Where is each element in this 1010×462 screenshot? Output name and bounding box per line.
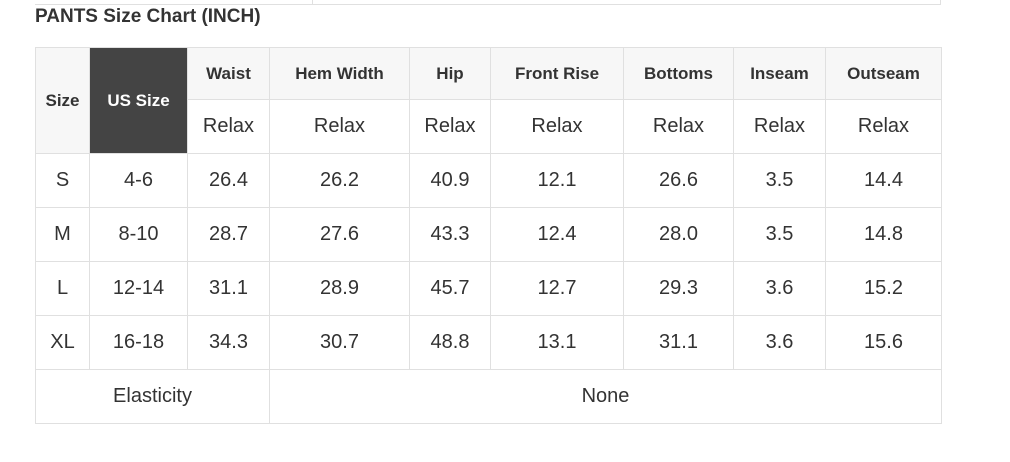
fit-cell: Relax [187,99,270,154]
value-cell: 28.9 [269,261,410,316]
fit-cell: Relax [269,99,410,154]
value-cell: 28.0 [623,207,734,262]
us-size-cell: 8-10 [89,207,188,262]
header-hem-width: Hem Width [269,47,410,100]
header-waist: Waist [187,47,270,100]
value-cell: 45.7 [409,261,491,316]
us-size-cell: 12-14 [89,261,188,316]
size-chart-table: Size US Size Waist Hem Width Hip Front R… [35,47,942,424]
header-inseam: Inseam [733,47,826,100]
value-cell: 26.6 [623,153,734,208]
value-cell: 31.1 [187,261,270,316]
value-cell: 13.1 [490,315,624,370]
table-row: M 8-10 28.7 27.6 43.3 12.4 28.0 3.5 14.8 [35,207,942,262]
value-cell: 43.3 [409,207,491,262]
header-front-rise: Front Rise [490,47,624,100]
header-bottoms: Bottoms [623,47,734,100]
value-cell: 29.3 [623,261,734,316]
value-cell: 28.7 [187,207,270,262]
header-outseam: Outseam [825,47,942,100]
previous-table-edge [35,0,941,5]
value-cell: 26.2 [269,153,410,208]
fit-row: Relax Relax Relax Relax Relax Relax Rela… [36,99,942,154]
size-cell: S [35,153,90,208]
size-cell: XL [35,315,90,370]
value-cell: 31.1 [623,315,734,370]
value-cell: 3.6 [733,261,826,316]
table-divider [312,0,313,4]
fit-cell: Relax [825,99,942,154]
value-cell: 40.9 [409,153,491,208]
value-cell: 27.6 [269,207,410,262]
table-row: XL 16-18 34.3 30.7 48.8 13.1 31.1 3.6 15.6 [35,315,942,370]
elasticity-label: Elasticity [35,369,270,424]
value-cell: 34.3 [187,315,270,370]
us-size-cell: 16-18 [89,315,188,370]
fit-cell: Relax [409,99,491,154]
header-size: Size [35,47,90,154]
page-title: PANTS Size Chart (INCH) [35,6,261,27]
size-cell: M [35,207,90,262]
fit-cell: Relax [490,99,624,154]
value-cell: 3.6 [733,315,826,370]
value-cell: 15.2 [825,261,942,316]
elasticity-row: Elasticity None [35,369,942,424]
value-cell: 3.5 [733,153,826,208]
table-row: S 4-6 26.4 26.2 40.9 12.1 26.6 3.5 14.4 [35,153,942,208]
header-us-size: US Size [89,47,188,154]
value-cell: 26.4 [187,153,270,208]
value-cell: 48.8 [409,315,491,370]
value-cell: 12.4 [490,207,624,262]
table-row: L 12-14 31.1 28.9 45.7 12.7 29.3 3.6 15.2 [35,261,942,316]
value-cell: 30.7 [269,315,410,370]
header-hip: Hip [409,47,491,100]
header-row: Size US Size Waist Hem Width Hip Front R… [35,47,942,154]
value-cell: 3.5 [733,207,826,262]
fit-cell: Relax [623,99,734,154]
value-cell: 12.1 [490,153,624,208]
us-size-cell: 4-6 [89,153,188,208]
size-cell: L [35,261,90,316]
value-cell: 14.8 [825,207,942,262]
elasticity-value: None [269,369,942,424]
value-cell: 14.4 [825,153,942,208]
value-cell: 15.6 [825,315,942,370]
value-cell: 12.7 [490,261,624,316]
fit-cell: Relax [733,99,826,154]
